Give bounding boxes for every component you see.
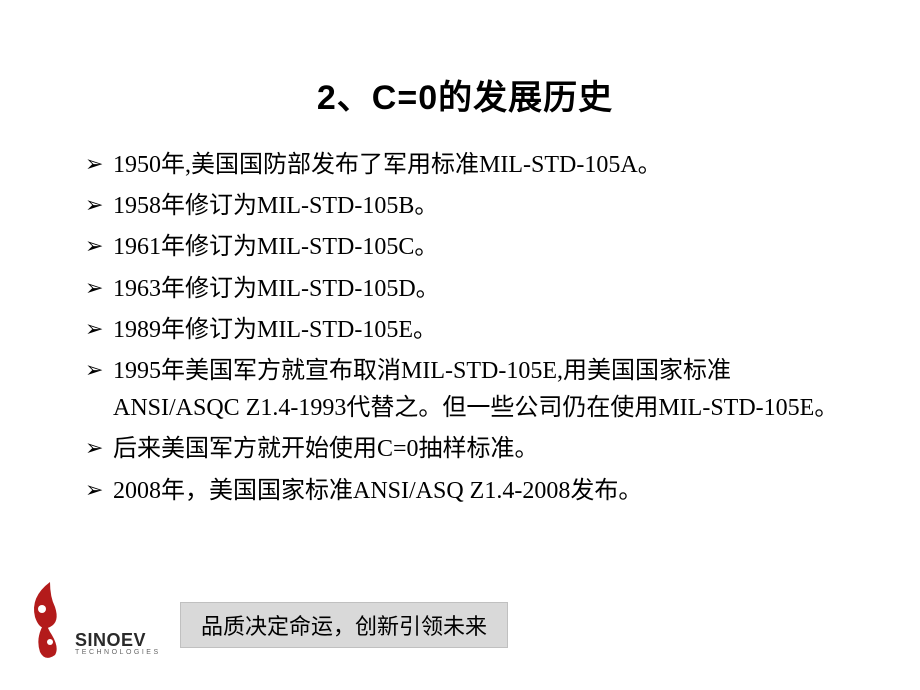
footer-text: 品质决定命运，创新引领未来	[201, 614, 487, 639]
logo-tagline: TECHNOLOGIES	[75, 649, 161, 656]
bullet-list: 1950年,美国国防部发布了军用标准MIL-STD-105A。 1958年修订为…	[85, 147, 845, 510]
bullet-item: 1963年修订为MIL-STD-105D。	[85, 271, 845, 308]
slide-title: 2、C=0的发展历史	[85, 70, 845, 119]
bullet-item: 2008年，美国国家标准ANSI/ASQ Z1.4-2008发布。	[85, 473, 845, 510]
logo-company-name: SINOEV	[75, 630, 161, 651]
slide-container: 2、C=0的发展历史 1950年,美国国防部发布了军用标准MIL-STD-105…	[0, 0, 920, 690]
logo-mark-icon	[20, 577, 80, 662]
bullet-item: 1961年修订为MIL-STD-105C。	[85, 229, 845, 266]
bullet-item: 后来美国军方就开始使用C=0抽样标准。	[85, 431, 845, 468]
logo-text-group: SINOEV TECHNOLOGIES	[75, 630, 161, 656]
bullet-item: 1989年修订为MIL-STD-105E。	[85, 312, 845, 349]
footer-banner: 品质决定命运，创新引领未来	[180, 602, 508, 648]
company-logo: SINOEV TECHNOLOGIES	[20, 577, 161, 662]
bullet-item: 1995年美国军方就宣布取消MIL-STD-105E,用美国国家标准ANSI/A…	[85, 353, 845, 427]
bullet-item: 1950年,美国国防部发布了军用标准MIL-STD-105A。	[85, 147, 845, 184]
bullet-item: 1958年修订为MIL-STD-105B。	[85, 188, 845, 225]
